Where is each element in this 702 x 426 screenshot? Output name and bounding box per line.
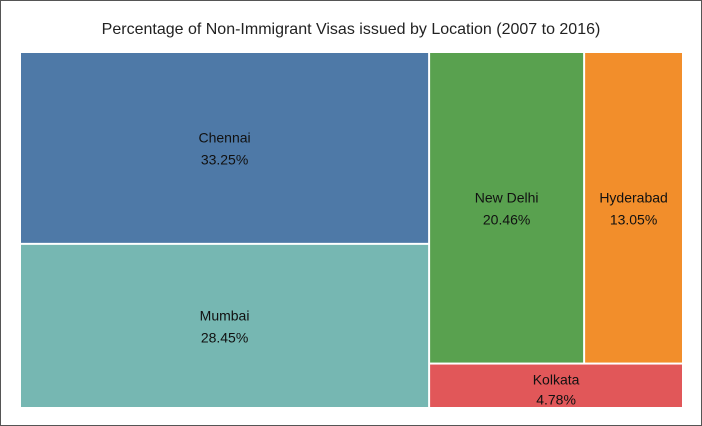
treemap-value-kolkata: 4.78% [536, 391, 576, 407]
treemap-label-chennai: Chennai [198, 130, 250, 146]
treemap-value-mumbai: 28.45% [201, 330, 248, 346]
treemap-label-mumbai: Mumbai [200, 308, 250, 324]
treemap-cell-new-delhi [430, 53, 584, 363]
treemap-label-hyderabad: Hyderabad [599, 189, 668, 205]
treemap-cell-kolkata [430, 364, 682, 407]
treemap-label-new-delhi: New Delhi [475, 189, 539, 205]
treemap-value-new-delhi: 20.46% [483, 211, 530, 227]
chart-title: Percentage of Non-Immigrant Visas issued… [101, 21, 601, 38]
treemap-cell-mumbai [21, 244, 429, 407]
treemap-value-chennai: 33.25% [201, 152, 248, 168]
treemap-label-kolkata: Kolkata [533, 371, 580, 387]
treemap-cell-hyderabad [585, 53, 682, 363]
treemap-value-hyderabad: 13.05% [610, 211, 657, 227]
treemap-cell-chennai [21, 53, 429, 243]
